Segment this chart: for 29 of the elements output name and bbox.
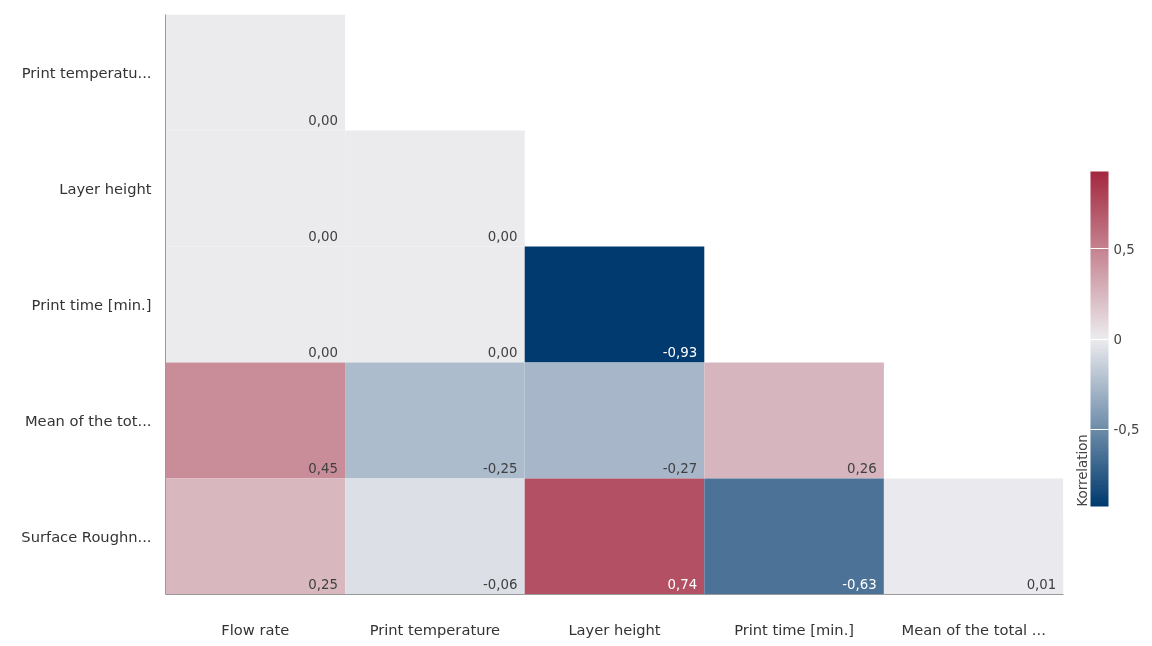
x-tick-label: Flow rate <box>221 620 290 638</box>
y-tick-label: Print time [min.] <box>31 296 152 313</box>
data-label: 0,74 <box>667 576 698 592</box>
data-label: -0,93 <box>662 344 698 360</box>
data-label: -0,27 <box>662 460 698 476</box>
data-label: 0,01 <box>1026 576 1057 592</box>
data-label: -0,63 <box>842 576 877 592</box>
y-tick-label: Layer height <box>59 180 152 197</box>
data-label: 0,00 <box>308 344 338 360</box>
data-label: 0,45 <box>308 460 338 476</box>
y-tick-label: Mean of the tot... <box>24 412 152 429</box>
data-label: 0,00 <box>308 228 338 244</box>
x-tick-label: Layer height <box>568 620 661 638</box>
data-label: 0,00 <box>487 344 518 360</box>
data-label: 0,00 <box>308 112 338 128</box>
data-label: 0,25 <box>308 576 338 592</box>
data-label: 0,00 <box>487 228 518 244</box>
x-tick-label: Print time [min.] <box>734 620 855 638</box>
color-bar-label: 0 <box>1113 332 1122 347</box>
data-label: -0,25 <box>483 460 518 476</box>
data-label: -0,06 <box>483 576 518 592</box>
data-label: 0,26 <box>847 460 877 476</box>
color-bar-title: Korrelation <box>1074 434 1090 507</box>
color-bar-label: 0,5 <box>1113 241 1135 257</box>
x-tick-label: Print temperature <box>369 620 501 638</box>
y-tick-label: Print temperatu... <box>21 64 152 81</box>
color-bar-label: -0,5 <box>1113 422 1140 438</box>
x-tick-label: Mean of the total ... <box>901 620 1046 638</box>
y-tick-label: Surface Roughn... <box>21 528 152 545</box>
